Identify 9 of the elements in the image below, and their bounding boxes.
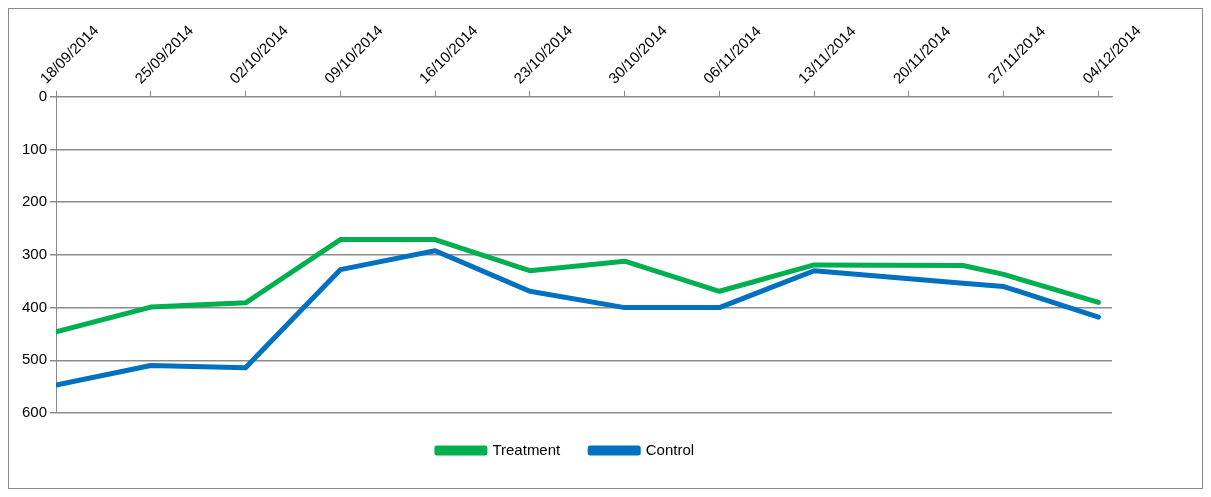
y-tick-label: 200 <box>22 192 48 210</box>
y-tick-label: 400 <box>22 297 48 315</box>
y-tick-label: 0 <box>38 86 48 104</box>
y-tick-label: 100 <box>22 139 48 157</box>
y-tick-label: 300 <box>22 245 48 263</box>
y-tick-label: 500 <box>22 350 48 368</box>
y-tick-label: 600 <box>22 403 48 421</box>
legend-label: Control <box>645 440 695 458</box>
legend-label: Treatment <box>492 440 562 458</box>
